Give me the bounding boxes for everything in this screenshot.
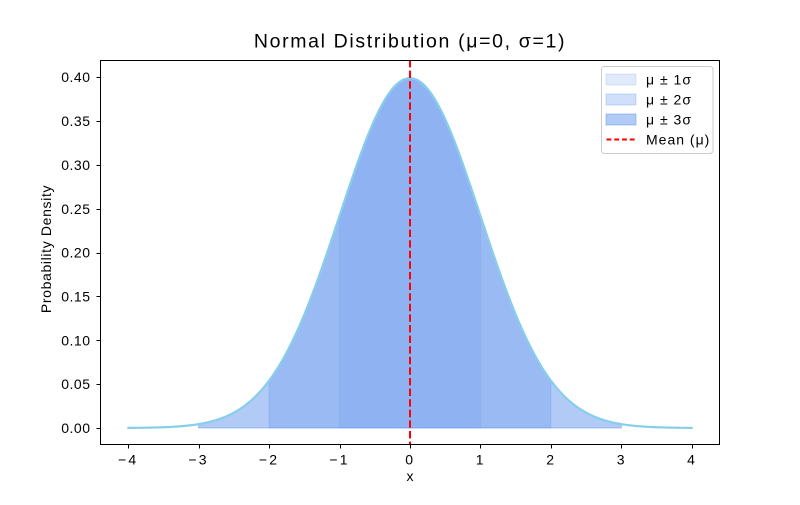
svg-text:0.25: 0.25 bbox=[61, 201, 90, 217]
svg-text:μ ± 2σ: μ ± 2σ bbox=[646, 92, 692, 108]
svg-text:0.10: 0.10 bbox=[61, 332, 90, 348]
svg-text:μ ± 1σ: μ ± 1σ bbox=[646, 72, 692, 88]
svg-text:−3: −3 bbox=[188, 452, 208, 468]
svg-text:0.20: 0.20 bbox=[61, 245, 90, 261]
svg-text:x: x bbox=[407, 468, 414, 484]
svg-text:0.15: 0.15 bbox=[61, 288, 90, 304]
svg-text:Normal Distribution (μ=0, σ=1): Normal Distribution (μ=0, σ=1) bbox=[254, 31, 566, 53]
svg-text:−1: −1 bbox=[329, 452, 349, 468]
svg-text:0.00: 0.00 bbox=[61, 420, 90, 436]
svg-text:0.40: 0.40 bbox=[61, 69, 90, 85]
svg-text:0.35: 0.35 bbox=[61, 113, 90, 129]
svg-text:0: 0 bbox=[405, 452, 414, 468]
svg-text:Probability Density: Probability Density bbox=[38, 185, 54, 313]
svg-text:0.05: 0.05 bbox=[61, 376, 90, 392]
svg-text:4: 4 bbox=[687, 452, 696, 468]
svg-text:Mean (μ): Mean (μ) bbox=[646, 132, 710, 148]
svg-text:−2: −2 bbox=[259, 452, 279, 468]
svg-text:2: 2 bbox=[546, 452, 555, 468]
svg-text:μ ± 3σ: μ ± 3σ bbox=[646, 112, 692, 128]
svg-text:−4: −4 bbox=[118, 452, 138, 468]
svg-text:1: 1 bbox=[476, 452, 485, 468]
svg-text:3: 3 bbox=[617, 452, 626, 468]
svg-text:0.30: 0.30 bbox=[61, 157, 90, 173]
